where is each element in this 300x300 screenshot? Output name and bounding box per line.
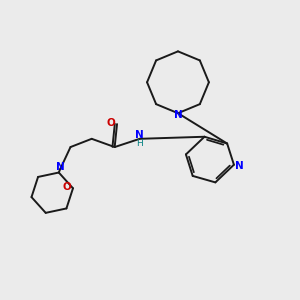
Text: N: N xyxy=(236,161,244,171)
Text: N: N xyxy=(174,110,182,120)
Text: O: O xyxy=(106,118,115,128)
Text: H: H xyxy=(136,139,142,148)
Text: N: N xyxy=(135,130,143,140)
Text: N: N xyxy=(56,162,64,172)
Text: O: O xyxy=(62,182,71,192)
